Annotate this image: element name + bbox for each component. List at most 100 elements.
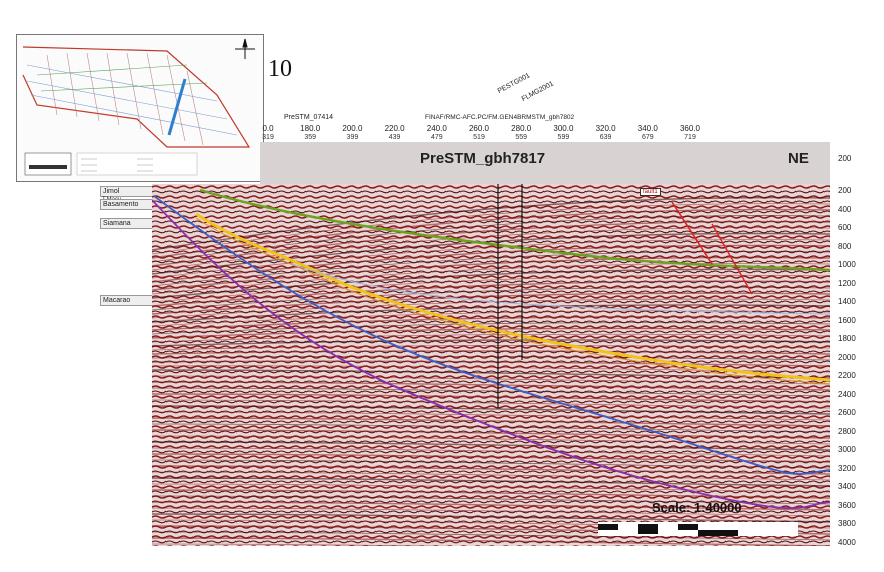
seismic-reflector	[151, 423, 831, 433]
depth-axis-label: 3600	[838, 500, 856, 510]
depth-axis-label: 4000	[838, 537, 856, 547]
top-axis-shotpoint-label: 399	[346, 134, 359, 141]
scale-text: Scale: 1:40000	[652, 500, 742, 515]
seismic-reflector	[151, 339, 831, 347]
top-axis-cdp-label: 260.0	[468, 124, 490, 133]
seismic-reflector	[151, 393, 831, 403]
seismic-reflector	[151, 507, 831, 517]
depth-axis-label: 3800	[838, 519, 856, 528]
depth-axis-label: 3000	[838, 445, 856, 454]
seismic-reflector	[151, 483, 831, 493]
seismic-reflector	[151, 350, 831, 355]
top-axis-cdp-label: 280.0	[511, 124, 532, 133]
section-title: PreSTM_gbh7817	[420, 150, 546, 167]
seismic-reflector	[151, 447, 831, 457]
well-label-1: PESTG001	[496, 72, 532, 95]
seismic-reflector	[151, 453, 831, 463]
seismic-reflector	[151, 239, 831, 279]
seismic-reflector	[151, 355, 831, 361]
top-axis-cdp-label: 220.0	[384, 124, 405, 133]
seismic-reflector	[151, 465, 831, 475]
seismic-reflector	[151, 298, 831, 319]
seismic-reflector	[151, 244, 831, 283]
seismic-reflector	[151, 286, 831, 311]
seismic-reflector	[151, 387, 831, 397]
seismic-reflector	[151, 256, 831, 291]
well-label-2: FLMG2001	[520, 80, 555, 103]
depth-axis-label: 600	[838, 223, 852, 232]
top-axis-cdp-label: 200.0	[342, 124, 363, 133]
crossing-line-middle: FINAF/RMC-AFC.PC/FM.GEN4BRMSTM_gbh7802	[425, 114, 575, 121]
seismic-reflector	[151, 360, 831, 367]
seismic-section	[151, 144, 831, 553]
seismic-reflector	[151, 513, 831, 523]
depth-axis-label: 200	[838, 154, 852, 163]
depth-axis-label: 2200	[838, 371, 856, 380]
seismic-reflector	[151, 310, 831, 327]
seismic-reflector	[151, 477, 831, 487]
top-axis-cdp-label: 360.0	[679, 124, 701, 133]
top-axis-cdp-label: 320.0	[595, 124, 616, 133]
seismic-reflector	[151, 316, 831, 331]
horizon-label-siamana: Siamana	[100, 218, 158, 229]
top-axis-cdp-label: 240.0	[426, 124, 447, 133]
horizon-label-macarao: Macarao	[100, 295, 158, 306]
top-axis-cdp-label: 300.0	[553, 124, 574, 133]
top-axis-shotpoint-label: 359	[304, 134, 317, 141]
depth-axis-label: 800	[838, 241, 852, 251]
top-axis-shotpoint-label: 599	[557, 134, 570, 141]
seismic-reflector	[151, 495, 831, 505]
top-axis-cdp-label: 0.0	[262, 124, 274, 133]
location-map-inset	[16, 34, 264, 182]
depth-axis-label: 1200	[838, 278, 856, 288]
depth-axis-label: 2000	[838, 352, 856, 362]
seismic-reflector	[151, 369, 831, 379]
seismic-reflector	[151, 429, 831, 439]
seismic-reflector	[151, 399, 831, 409]
figure-number: 10	[268, 56, 292, 82]
seismic-reflector	[151, 333, 831, 343]
seismic-reflector	[151, 280, 831, 307]
seismic-reflector	[151, 208, 831, 259]
seismic-reflector	[151, 232, 831, 275]
direction-label: NE	[788, 150, 809, 167]
depth-axis-label: 2400	[838, 389, 856, 399]
top-axis-shotpoint-label: 479	[430, 134, 443, 141]
depth-axis-label: 200	[838, 186, 852, 195]
top-axis-shotpoint-label: 679	[641, 134, 654, 141]
seismic-reflector	[151, 262, 831, 295]
location-map-drawing	[17, 35, 263, 181]
seismic-reflector	[151, 435, 831, 445]
seismic-reflector	[151, 327, 831, 339]
seismic-reflector	[151, 441, 831, 451]
seismic-reflector	[151, 227, 831, 271]
depth-axis-label: 2600	[838, 408, 856, 417]
seismic-reflector	[151, 405, 831, 415]
seismic-reflector	[151, 417, 831, 427]
depth-axis-label: 3200	[838, 463, 856, 473]
seismic-reflector	[151, 203, 831, 255]
seismic-reflector	[151, 274, 831, 303]
seismic-reflector	[151, 345, 831, 351]
top-axis-shotpoint-label: 439	[388, 134, 401, 141]
seismic-reflector	[151, 381, 831, 391]
seismic-reflector	[151, 215, 831, 263]
depth-axis-label: 1000	[838, 260, 856, 269]
top-axis-cdp-label: 180.0	[300, 124, 321, 133]
seismic-reflector	[151, 531, 831, 541]
seismic-reflector	[151, 268, 831, 299]
depth-axis-label: 400	[838, 204, 852, 214]
top-axis-shotpoint-label: 519	[473, 134, 485, 141]
seismic-reflector	[151, 251, 831, 287]
section-header-band	[260, 142, 830, 184]
seismic-reflector	[151, 292, 831, 315]
depth-axis-label: 1600	[838, 315, 856, 325]
depth-axis-label: 1400	[838, 297, 856, 306]
top-axis-shotpoint-label: 719	[684, 134, 696, 141]
crossing-line-left: PreSTM_07414	[284, 114, 334, 121]
seismic-reflector	[151, 501, 831, 511]
seismic-reflector	[151, 304, 831, 323]
seismic-reflector	[151, 537, 831, 547]
horizon-label-basamento: Basamento	[100, 199, 158, 210]
depth-axis-label: 1800	[838, 334, 856, 343]
